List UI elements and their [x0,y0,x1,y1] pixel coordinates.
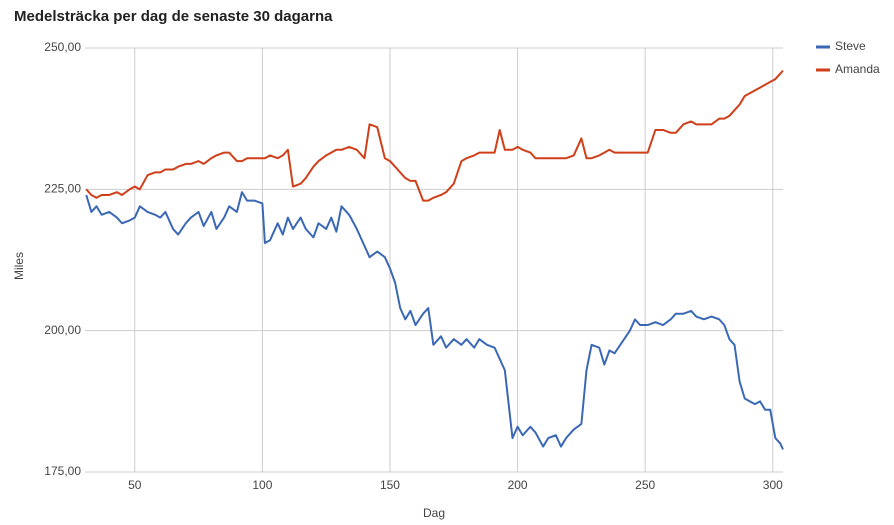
y-tick-label: 225,00 [44,182,81,196]
x-tick-label: 100 [252,478,272,492]
legend-label: Steve [835,39,866,53]
legend-label: Amanda [835,62,880,76]
x-tick-label: 300 [763,478,783,492]
chart-title: Medelsträcka per dag de senaste 30 dagar… [14,8,333,25]
y-axis-title: Miles [12,252,26,280]
series-line [85,191,784,450]
x-tick-label: 250 [635,478,655,492]
y-tick-label: 175,00 [44,464,81,478]
x-tick-label: 150 [380,478,400,492]
series-line [85,69,784,202]
x-tick-label: 50 [128,478,142,492]
y-tick-label: 200,00 [44,323,81,337]
y-tick-label: 250,00 [44,40,81,54]
x-tick-label: 200 [508,478,528,492]
x-axis-title: Dag [423,506,445,520]
